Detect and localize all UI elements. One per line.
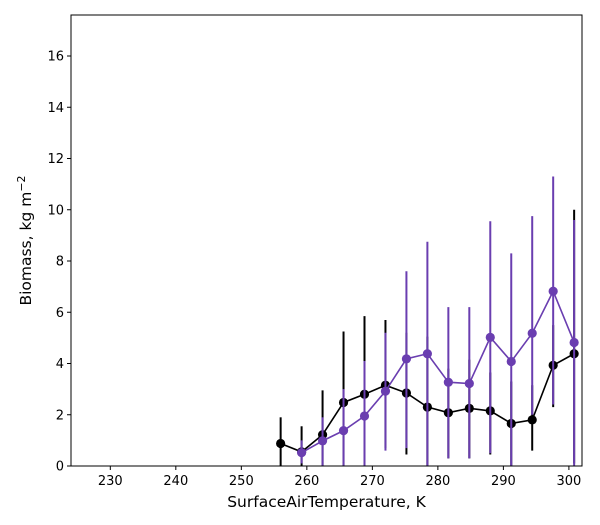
plot-marks	[276, 176, 579, 466]
x-axis-title: SurfaceAirTemperature, K	[227, 493, 426, 511]
data-point	[276, 438, 286, 449]
plot-frame	[70, 14, 583, 467]
x-tick-label: 260	[294, 474, 319, 489]
data-point	[569, 337, 579, 348]
data-point	[317, 436, 328, 446]
y-tick-label: 10	[47, 203, 64, 218]
y-axis-title-exponent: −2	[15, 175, 28, 191]
x-tick-label: 290	[491, 474, 516, 489]
data-point	[401, 354, 412, 364]
data-point	[464, 378, 474, 389]
y-axis-title-text: Biomass, kg m	[17, 192, 35, 306]
data-point	[527, 415, 537, 425]
y-tick-label: 2	[56, 408, 64, 423]
y-tick-label: 0	[56, 460, 64, 475]
data-point	[527, 328, 537, 338]
data-point	[506, 356, 516, 367]
data-point	[380, 386, 391, 396]
data-point	[338, 426, 349, 436]
y-tick-label: 6	[56, 306, 64, 321]
data-point	[548, 286, 558, 296]
y-tick-label: 4	[56, 357, 64, 372]
y-axis: 0 2 4 6 8 10 12 14 16	[47, 50, 71, 475]
x-tick-label: 240	[163, 474, 188, 489]
data-point	[443, 377, 453, 387]
data-point	[297, 448, 307, 458]
y-tick-label: 16	[47, 50, 64, 65]
y-tick-label: 12	[47, 152, 64, 167]
x-tick-label: 230	[98, 474, 123, 489]
data-point	[422, 349, 432, 359]
y-axis-title: Biomass, kg m−2	[15, 175, 35, 305]
x-tick-label: 270	[360, 474, 385, 489]
x-tick-label: 250	[229, 474, 254, 489]
y-tick-label: 14	[47, 101, 64, 116]
data-point	[359, 411, 370, 421]
series-2	[297, 176, 579, 466]
x-tick-label: 280	[425, 474, 450, 489]
x-axis: 230 240 250 260 270 280 290 300	[98, 466, 581, 489]
y-tick-label: 8	[56, 255, 64, 270]
x-tick-label: 300	[556, 474, 581, 489]
data-point	[485, 332, 495, 342]
